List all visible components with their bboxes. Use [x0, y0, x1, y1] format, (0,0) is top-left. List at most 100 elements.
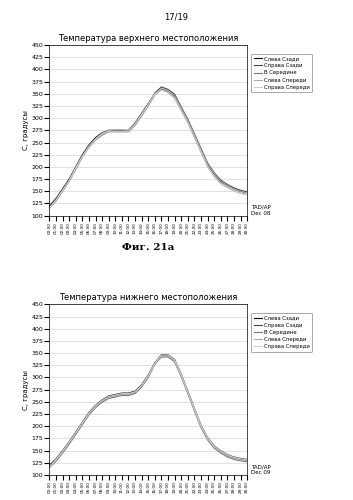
Справа Спереди: [173, 95, 177, 101]
Слева Спереди: [87, 143, 91, 149]
Справа Спереди: [186, 388, 190, 394]
Справа Спереди: [47, 205, 52, 211]
Text: TAD/AP
Dec 09: TAD/AP Dec 09: [251, 464, 271, 475]
Справа Сзади: [192, 130, 197, 136]
Line: Справа Сзади: Справа Сзади: [49, 87, 247, 207]
Слева Сзади: [113, 128, 118, 134]
Справа Сзади: [212, 442, 216, 448]
В Середине: [153, 92, 157, 98]
Слева Спереди: [219, 178, 223, 184]
Слева Сзади: [139, 382, 144, 388]
В Середине: [219, 180, 223, 186]
Y-axis label: С, градусы: С, градусы: [23, 370, 29, 410]
Слева Сзади: [219, 448, 223, 454]
В Середине: [139, 384, 144, 390]
Слева Сзади: [67, 439, 71, 445]
В Середине: [153, 362, 157, 368]
Слева Сзади: [173, 358, 177, 364]
Слева Спереди: [67, 177, 71, 183]
Справа Сзади: [107, 128, 111, 134]
В Середине: [146, 374, 150, 380]
Слева Спереди: [232, 456, 236, 462]
Слева Спереди: [126, 128, 131, 134]
В Середине: [47, 206, 52, 212]
В Середине: [166, 90, 170, 96]
Слева Сзади: [67, 176, 71, 182]
В Середине: [205, 164, 210, 170]
Line: В Середине: В Середине: [49, 357, 247, 468]
В Середине: [133, 390, 137, 396]
Line: Слева Спереди: Слева Спереди: [49, 88, 247, 208]
Слева Сзади: [60, 186, 65, 192]
Справа Спереди: [238, 456, 243, 462]
В Середине: [186, 390, 190, 396]
Справа Спереди: [60, 448, 65, 454]
Слева Спереди: [47, 204, 52, 210]
В Середине: [87, 144, 91, 150]
Справа Спереди: [179, 372, 183, 378]
Слева Сзади: [179, 106, 183, 112]
Справа Сзади: [245, 188, 249, 194]
Title: Температура верхнего местоположения: Температура верхнего местоположения: [58, 34, 238, 43]
Справа Сзади: [126, 128, 131, 134]
Справа Спереди: [94, 403, 98, 409]
Справа Сзади: [60, 188, 65, 194]
Справа Спереди: [153, 360, 157, 366]
Слева Сзади: [166, 88, 170, 94]
Слева Спереди: [54, 196, 58, 202]
Legend: Слева Сзади, Справа Сзади, В Середине, Слева Спереди, Справа Спереди: Слева Сзади, Справа Сзади, В Середине, С…: [251, 54, 312, 92]
Справа Сзади: [232, 454, 236, 460]
Text: Фиг. 21a: Фиг. 21a: [122, 243, 174, 252]
Справа Сзади: [113, 392, 118, 398]
Справа Спереди: [199, 423, 203, 429]
Справа Спереди: [146, 372, 150, 378]
Справа Спереди: [120, 390, 124, 396]
Справа Спереди: [120, 128, 124, 134]
В Середине: [238, 458, 243, 464]
Слева Сзади: [179, 372, 183, 378]
Слева Спереди: [225, 453, 229, 459]
Справа Сзади: [153, 360, 157, 366]
В Середине: [192, 408, 197, 414]
В Середине: [113, 129, 118, 135]
Справа Сзади: [47, 204, 52, 210]
Справа Спереди: [219, 180, 223, 186]
В Середине: [139, 112, 144, 118]
Справа Спереди: [245, 192, 249, 198]
В Середине: [87, 412, 91, 418]
Слева Спереди: [100, 398, 104, 404]
Слева Сзади: [87, 142, 91, 148]
Line: Слева Сзади: Слева Сзади: [49, 356, 247, 465]
В Середине: [159, 87, 163, 93]
В Середине: [225, 454, 229, 460]
Справа Сзади: [238, 456, 243, 462]
Слева Спереди: [173, 358, 177, 364]
Справа Спереди: [60, 188, 65, 194]
Слева Сзади: [54, 456, 58, 462]
В Середине: [219, 450, 223, 456]
Слева Сзади: [133, 120, 137, 126]
Справа Сзади: [126, 391, 131, 397]
Справа Спереди: [94, 136, 98, 142]
Справа Сзади: [47, 463, 52, 469]
В Середине: [212, 445, 216, 451]
Справа Спереди: [126, 390, 131, 396]
В Середине: [146, 103, 150, 109]
Слева Сзади: [47, 462, 52, 468]
Справа Сзади: [54, 197, 58, 203]
Справа Сзади: [80, 153, 84, 159]
В Середине: [94, 137, 98, 143]
Справа Спереди: [100, 131, 104, 137]
Справа Сзади: [67, 178, 71, 184]
Справа Сзади: [74, 430, 78, 436]
Слева Сзади: [192, 132, 197, 138]
Слева Сзади: [74, 164, 78, 170]
Слева Спереди: [107, 394, 111, 400]
В Середине: [54, 458, 58, 464]
В Середине: [186, 120, 190, 126]
Слева Спереди: [245, 190, 249, 196]
Слева Сзади: [245, 458, 249, 464]
Справа Сзади: [107, 394, 111, 400]
Справа Сзади: [146, 373, 150, 379]
Справа Спереди: [47, 464, 52, 469]
